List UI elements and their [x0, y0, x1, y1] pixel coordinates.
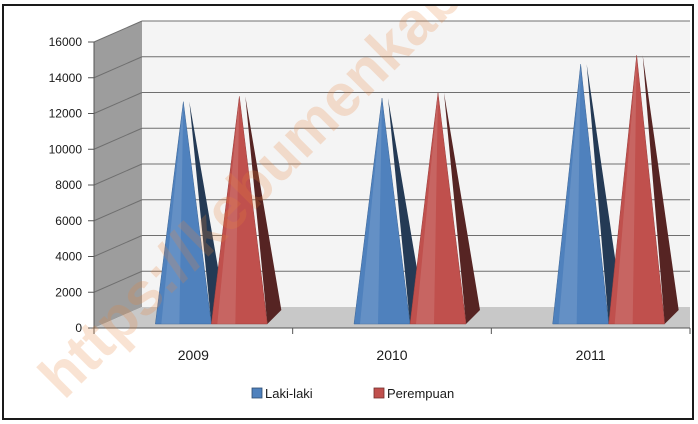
axes [88, 41, 691, 334]
pyramid-highlight [558, 64, 581, 325]
y-tick-label: 12000 [49, 107, 83, 121]
gridline-side [93, 235, 143, 257]
pyramid-side-perempuan-2010 [444, 92, 480, 325]
pyramid-laki-laki-2010 [353, 98, 411, 325]
pyramid-laki-laki-2011 [552, 64, 609, 325]
y-tick-label: 6000 [55, 214, 82, 228]
pyramid-side-laki-laki-2010 [388, 98, 424, 324]
legend-swatch-laki-laki [251, 387, 263, 399]
pyramid-side-laki-laki-2011 [586, 64, 623, 325]
y-tick-label: 4000 [55, 250, 82, 264]
pyramid-side-perempuan-2011 [642, 55, 679, 325]
pyramid-highlight [161, 101, 184, 325]
gridline-side [93, 199, 143, 222]
pyramid-perempuan-2010 [409, 92, 467, 325]
y-tick-label: 0 [75, 321, 82, 335]
legend-swatch-perempuan [373, 387, 385, 399]
chart-svg: 0 2000 4000 6000 8000 10000 12000 14000 16000 200… [26, 0, 691, 410]
axis-labels: 0 2000 4000 6000 8000 10000 12000 14000 16000 200… [49, 35, 606, 363]
pyramid-highlight [360, 98, 382, 324]
legend: Laki-laki Perempuan [251, 386, 454, 401]
gridline-side [93, 56, 143, 79]
pyramid-perempuan-2009 [211, 96, 268, 325]
pyramid-perempuan-2011 [608, 55, 665, 325]
x-tick-label: 2010 [376, 347, 407, 363]
gridline-side [93, 163, 143, 186]
x-tick-label: 2011 [576, 347, 606, 363]
y-tick-label: 8000 [55, 178, 82, 192]
pyramid-highlight [217, 96, 240, 324]
pyramid-laki-laki-2009 [155, 101, 212, 325]
gridline-side [93, 270, 143, 293]
pyramid-side-laki-laki-2009 [189, 101, 226, 325]
legend-label-perempuan: Perempuan [387, 386, 454, 401]
pyramid-highlight [614, 55, 637, 325]
y-tick-label: 2000 [55, 285, 82, 299]
x-tick-label: 2009 [178, 347, 209, 363]
y-tick-label: 10000 [49, 142, 83, 156]
pyramid-side-perempuan-2009 [245, 96, 282, 324]
gridline-side [93, 127, 143, 150]
pyramid-highlight [416, 92, 438, 325]
y-tick-label: 14000 [49, 71, 83, 85]
pyramid-marks [155, 55, 679, 325]
legend-label-laki-laki: Laki-laki [265, 386, 313, 401]
y-tick-label: 16000 [49, 35, 83, 49]
gridline-side [93, 20, 143, 43]
gridline-side [93, 92, 143, 114]
